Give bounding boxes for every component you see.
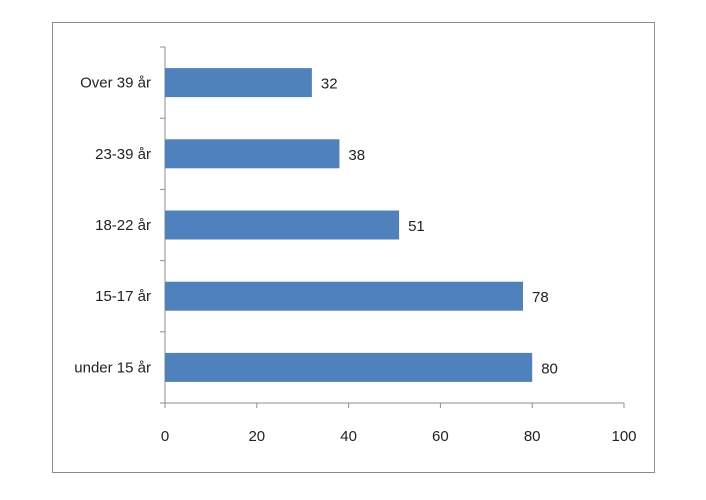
y-category-label: under 15 år	[74, 359, 151, 376]
bar	[165, 281, 524, 311]
bar	[165, 210, 400, 240]
bar-data-label: 51	[408, 218, 425, 235]
y-category-label: 15-17 år	[95, 288, 151, 305]
y-category-label: Over 39 år	[80, 75, 151, 92]
bar-data-label: 80	[541, 360, 558, 377]
bar-data-label: 38	[348, 147, 365, 164]
x-tick-label: 80	[524, 428, 541, 445]
bar	[165, 68, 312, 98]
x-tick-label: 20	[248, 428, 265, 445]
y-category-label: 18-22 år	[95, 217, 151, 234]
bar-data-label: 78	[532, 289, 549, 306]
chart-frame	[52, 22, 655, 473]
bar	[165, 352, 533, 382]
x-tick-label: 100	[611, 428, 636, 445]
x-tick-label: 0	[161, 428, 169, 445]
x-tick-label: 40	[340, 428, 357, 445]
x-tick-label: 60	[432, 428, 449, 445]
bar-data-label: 32	[321, 76, 338, 93]
y-category-label: 23-39 år	[95, 146, 151, 163]
bar	[165, 139, 340, 169]
